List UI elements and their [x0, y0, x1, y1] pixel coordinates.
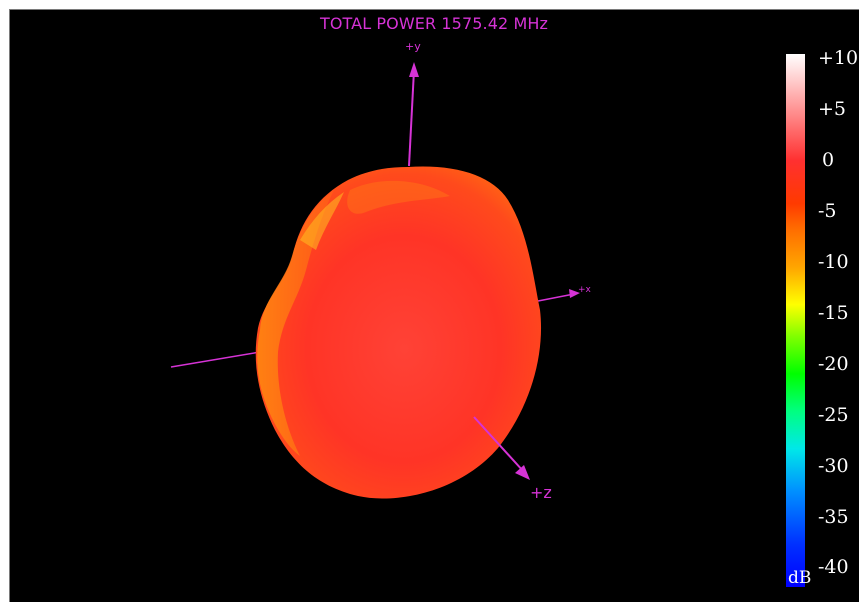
radiation-pattern-ridge — [300, 192, 344, 250]
colorbar-tick: -5 — [818, 200, 837, 222]
colorbar-tick: -40 — [818, 556, 849, 578]
neg-x-axis-line — [170, 351, 261, 368]
colorbar-tick: +5 — [818, 98, 847, 120]
colorbar-tick: -10 — [818, 251, 849, 273]
colorbar-unit: dB — [788, 568, 812, 588]
colorbar-tick: +10 — [818, 47, 859, 69]
colorbar-tick: 0 — [822, 149, 835, 171]
radiation-pattern-left-lobe — [257, 190, 334, 456]
y-axis-arrow-icon — [409, 62, 419, 77]
y-axis-line — [408, 69, 415, 167]
x-axis-line — [537, 293, 575, 302]
colorbar-tick: -30 — [818, 455, 849, 477]
colorbar — [786, 54, 805, 587]
plot-title: TOTAL POWER 1575.42 MHz — [319, 14, 548, 33]
colorbar-tick: -35 — [818, 506, 849, 528]
z-axis-arrow-icon — [515, 465, 530, 480]
radiation-pattern-highlight — [347, 180, 450, 214]
x-axis-label: +x — [578, 285, 591, 295]
z-axis-label: +z — [530, 483, 552, 502]
colorbar-tick: -15 — [818, 302, 849, 324]
y-axis-label: +y — [405, 40, 421, 53]
z-axis-line — [473, 416, 525, 473]
radiation-pattern-body — [255, 166, 542, 499]
x-axis-arrow-icon — [569, 289, 580, 298]
colorbar-tick: -20 — [818, 353, 849, 375]
colorbar-tick: -25 — [818, 404, 849, 426]
